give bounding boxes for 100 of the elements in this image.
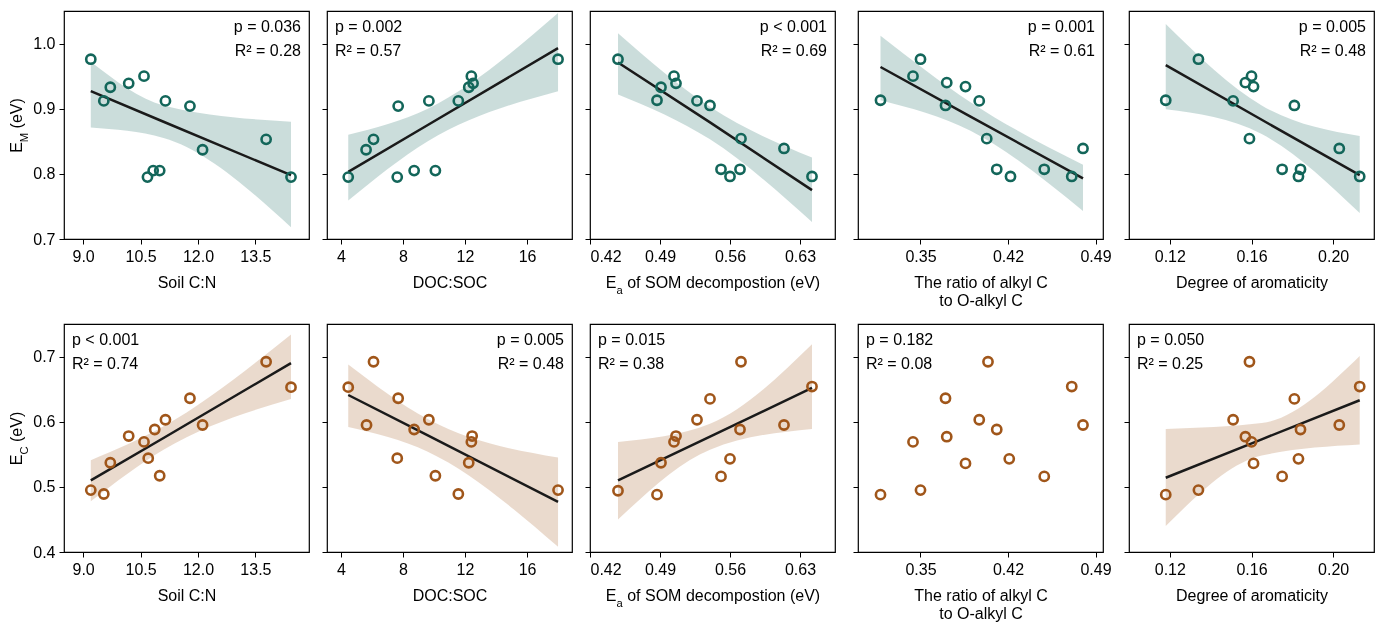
point (408, 164, 421, 177)
y-tick-label: 0.7 (33, 348, 56, 366)
point (260, 355, 273, 368)
y-tick-label: 0.5 (33, 478, 56, 496)
point (1276, 163, 1289, 176)
annotation: R² = 0.25 (1137, 355, 1204, 372)
point (973, 95, 986, 107)
point (982, 355, 994, 368)
point (462, 81, 475, 94)
point (367, 133, 380, 146)
x-tick-label: 0.16 (1236, 560, 1268, 578)
point (907, 70, 919, 83)
x-tick-label: 10.5 (125, 247, 157, 265)
x-tick-label: 12.0 (182, 247, 215, 265)
point (1247, 457, 1260, 470)
point (980, 132, 993, 145)
x-tick-label: 9.0 (72, 247, 95, 265)
x-tick-label: 0.42 (590, 247, 622, 265)
point (940, 76, 953, 89)
point (462, 456, 475, 469)
x-tick-label: 0.20 (1318, 560, 1350, 578)
x-axis-title: Degree of aromaticity (1175, 273, 1329, 291)
point (104, 81, 117, 94)
x-axis-title: The ratio of alkyl C to O-alkyl C (914, 586, 1048, 622)
point (392, 100, 405, 113)
point (1333, 142, 1346, 155)
x-tick-label: 0.49 (644, 560, 677, 578)
point (1276, 470, 1289, 483)
point (153, 469, 166, 482)
point (159, 95, 172, 107)
x-tick-label: 4 (337, 560, 346, 578)
annotation: p < 0.001 (759, 18, 828, 35)
point (422, 95, 435, 107)
point (1004, 170, 1017, 183)
point (1227, 413, 1240, 426)
point (408, 423, 421, 436)
annotation: p = 0.005 (1298, 18, 1367, 35)
point (1077, 142, 1089, 155)
point (552, 484, 564, 497)
point (260, 133, 273, 146)
x-axis-title: The ratio of alkyl C to O-alkyl C (914, 273, 1048, 309)
x-tick-label: 13.5 (240, 247, 272, 265)
point (97, 488, 110, 500)
x-axis-title: Degree of aromaticity (1175, 586, 1329, 604)
point (147, 164, 160, 177)
x-axis-title: Soil C:N (157, 586, 217, 604)
point (1294, 423, 1307, 436)
point (1065, 380, 1078, 393)
point (1038, 163, 1051, 176)
x-tick-label: 0.16 (1236, 247, 1268, 265)
point (392, 392, 405, 405)
y-tick-label: 0.4 (33, 543, 56, 561)
x-tick-label: 8 (399, 247, 409, 265)
x-tick-label: 16 (518, 247, 537, 265)
x-tick-label: 0.12 (1154, 560, 1187, 578)
point (1288, 99, 1301, 112)
point (391, 452, 404, 465)
point (1294, 163, 1307, 176)
x-axis-title: DOC:SOC (412, 273, 488, 291)
y-tick-label: 0.9 (33, 100, 56, 118)
x-tick-label: 0.49 (644, 247, 677, 265)
point (1038, 470, 1051, 483)
point (422, 413, 435, 426)
annotation: p = 0.002 (335, 18, 403, 35)
annotation: R² = 0.38 (598, 355, 665, 372)
annotation: p = 0.182 (866, 331, 934, 348)
point (1159, 94, 1172, 107)
point (1192, 53, 1205, 66)
point (959, 80, 972, 93)
x-axis-title: DOC:SOC (412, 586, 488, 604)
point (141, 171, 154, 184)
point (1292, 170, 1305, 183)
point (1245, 436, 1258, 448)
point (452, 95, 465, 107)
point (367, 355, 380, 368)
point (84, 53, 97, 66)
x-tick-label: 0.49 (1080, 560, 1112, 578)
point (914, 484, 927, 497)
x-tick-label: 0.63 (784, 560, 817, 578)
point (874, 94, 887, 107)
point (153, 164, 166, 177)
x-tick-label: 0.35 (905, 247, 937, 265)
y-tick-label: 1.0 (33, 35, 56, 53)
x-tick-label: 4 (337, 247, 346, 265)
point (1243, 355, 1256, 368)
y-tick-label: 0.7 (33, 230, 56, 248)
point (1159, 488, 1172, 501)
x-tick-label: 0.56 (714, 247, 747, 265)
point (429, 164, 442, 177)
x-tick-label: 0.63 (784, 247, 817, 265)
point (973, 413, 986, 426)
point (1077, 419, 1089, 431)
annotation: p < 0.001 (72, 331, 140, 348)
x-tick-label: 0.20 (1318, 247, 1350, 265)
point (465, 436, 478, 448)
point (196, 419, 209, 431)
point (940, 430, 953, 443)
x-tick-label: 12.0 (182, 560, 215, 578)
point (159, 413, 172, 426)
x-tick-label: 10.5 (125, 560, 157, 578)
